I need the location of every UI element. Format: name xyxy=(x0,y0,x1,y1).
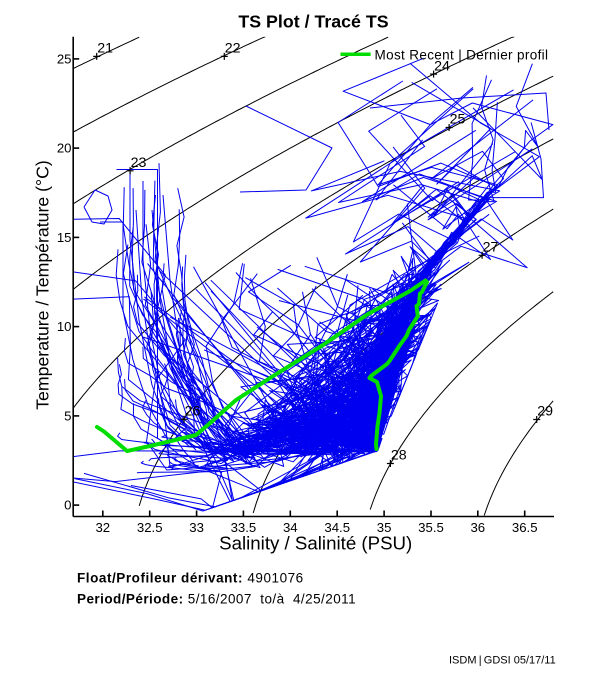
svg-text:35.5: 35.5 xyxy=(418,520,444,535)
svg-text:22: 22 xyxy=(225,41,241,57)
svg-text:36: 36 xyxy=(470,520,485,535)
svg-text:33.5: 33.5 xyxy=(231,520,257,535)
svg-text:35: 35 xyxy=(377,520,392,535)
svg-text:TS Plot / Tracé TS: TS Plot / Tracé TS xyxy=(238,11,388,31)
svg-text:Period/Période: 5/16/2007 to/: Period/Période: 5/16/2007 to/à 4/25/2011 xyxy=(77,592,356,607)
svg-text:32.5: 32.5 xyxy=(137,520,163,535)
svg-text:Float/Profileur dérivant: 4901: Float/Profileur dérivant: 4901076 xyxy=(77,571,304,586)
svg-text:24: 24 xyxy=(434,58,450,74)
svg-text:Temperature / Température (°C): Temperature / Température (°C) xyxy=(33,160,53,410)
svg-text:33: 33 xyxy=(189,520,204,535)
svg-text:10: 10 xyxy=(57,319,72,334)
svg-text:26: 26 xyxy=(185,403,201,419)
svg-text:Salinity / Salinité (PSU): Salinity / Salinité (PSU) xyxy=(219,533,412,554)
svg-text:25: 25 xyxy=(57,51,72,66)
svg-text:36.5: 36.5 xyxy=(512,520,538,535)
svg-text:34: 34 xyxy=(283,520,298,535)
svg-text:5: 5 xyxy=(64,408,71,423)
svg-text:25: 25 xyxy=(450,112,466,128)
svg-text:20: 20 xyxy=(57,141,72,156)
svg-text:23: 23 xyxy=(131,155,147,171)
svg-text:ISDM | GDSI 05/17/11: ISDM | GDSI 05/17/11 xyxy=(449,655,556,667)
svg-text:34.5: 34.5 xyxy=(324,520,350,535)
svg-text:27: 27 xyxy=(483,240,499,256)
svg-text:0: 0 xyxy=(64,498,71,513)
svg-text:28: 28 xyxy=(391,448,407,464)
svg-text:29: 29 xyxy=(537,404,553,420)
svg-text:15: 15 xyxy=(57,230,72,245)
svg-text:32: 32 xyxy=(95,520,110,535)
svg-text:21: 21 xyxy=(97,41,113,57)
svg-text:Most Recent | Dernier profil: Most Recent | Dernier profil xyxy=(375,48,549,63)
